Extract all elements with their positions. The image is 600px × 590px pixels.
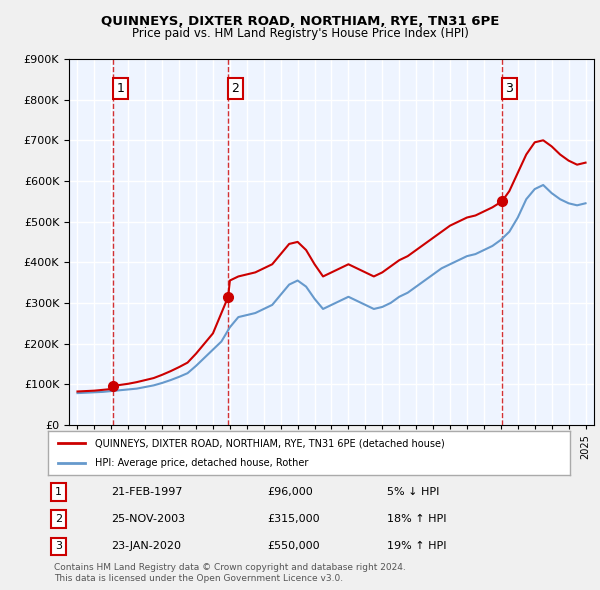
Text: 18% ↑ HPI: 18% ↑ HPI [388, 514, 447, 525]
Text: 1: 1 [55, 487, 62, 497]
Text: £96,000: £96,000 [267, 487, 313, 497]
Text: 19% ↑ HPI: 19% ↑ HPI [388, 542, 447, 552]
Text: QUINNEYS, DIXTER ROAD, NORTHIAM, RYE, TN31 6PE (detached house): QUINNEYS, DIXTER ROAD, NORTHIAM, RYE, TN… [95, 438, 445, 448]
Text: £550,000: £550,000 [267, 542, 320, 552]
Text: QUINNEYS, DIXTER ROAD, NORTHIAM, RYE, TN31 6PE: QUINNEYS, DIXTER ROAD, NORTHIAM, RYE, TN… [101, 15, 499, 28]
Text: 1: 1 [117, 82, 125, 95]
Text: 3: 3 [505, 82, 514, 95]
Text: Price paid vs. HM Land Registry's House Price Index (HPI): Price paid vs. HM Land Registry's House … [131, 27, 469, 40]
Text: £315,000: £315,000 [267, 514, 320, 525]
Text: 2: 2 [232, 82, 239, 95]
Text: 3: 3 [55, 542, 62, 552]
Text: 23-JAN-2020: 23-JAN-2020 [110, 542, 181, 552]
Text: 2: 2 [55, 514, 62, 525]
Text: 21-FEB-1997: 21-FEB-1997 [110, 487, 182, 497]
Text: HPI: Average price, detached house, Rother: HPI: Average price, detached house, Roth… [95, 458, 308, 467]
Text: 25-NOV-2003: 25-NOV-2003 [110, 514, 185, 525]
Text: Contains HM Land Registry data © Crown copyright and database right 2024.
This d: Contains HM Land Registry data © Crown c… [54, 563, 406, 583]
Text: 5% ↓ HPI: 5% ↓ HPI [388, 487, 440, 497]
